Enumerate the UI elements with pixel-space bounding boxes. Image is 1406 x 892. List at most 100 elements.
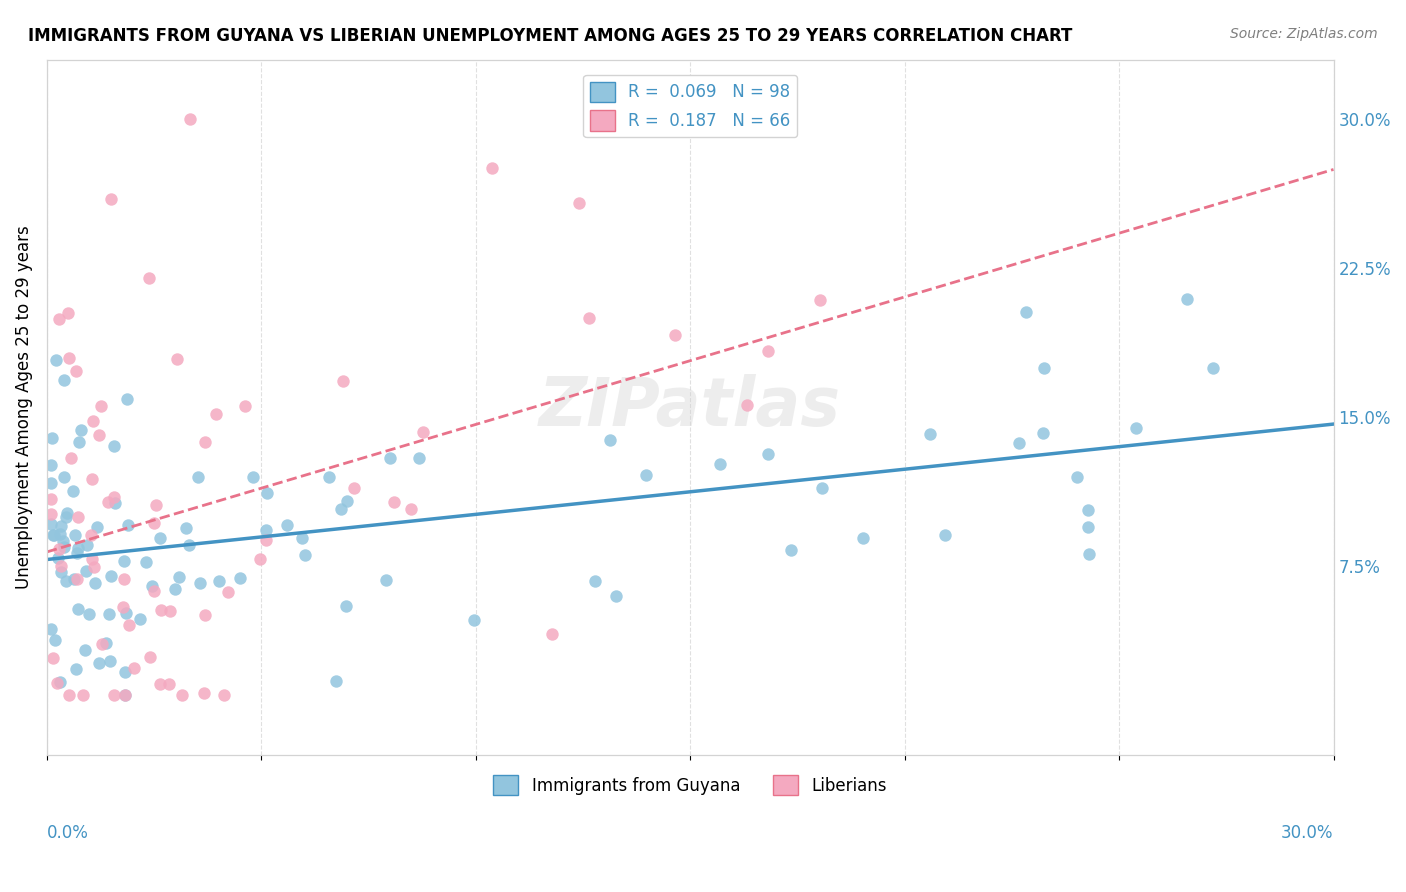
Point: [254, 533, 277, 547]
Point: [852, 531, 875, 545]
Point: [51, 519, 73, 533]
Point: [67, 434, 90, 449]
Point: [52, 533, 75, 548]
Point: [291, 531, 314, 545]
Point: [98, 654, 121, 668]
Point: [49, 558, 72, 573]
Point: [48, 312, 70, 326]
Point: [104, 496, 127, 510]
Point: [1175, 292, 1198, 306]
Point: [318, 470, 340, 484]
Point: [142, 516, 165, 531]
Point: [1201, 360, 1223, 375]
Point: [149, 531, 172, 545]
Point: [170, 688, 193, 702]
Point: [45, 676, 67, 690]
Point: [135, 555, 157, 569]
Point: [194, 608, 217, 623]
Point: [756, 344, 779, 359]
Point: [336, 494, 359, 508]
Text: Source: ZipAtlas.com: Source: ZipAtlas.com: [1230, 27, 1378, 41]
Point: [49, 675, 72, 690]
Point: [82, 414, 104, 428]
Text: 0.0%: 0.0%: [46, 824, 89, 842]
Point: [100, 192, 122, 206]
Point: [49, 527, 72, 541]
Point: [735, 398, 758, 412]
Point: [89, 427, 111, 442]
Point: [80, 552, 103, 566]
Point: [41, 528, 63, 542]
Point: [84, 575, 107, 590]
Point: [187, 470, 209, 484]
Point: [44, 632, 66, 647]
Point: [256, 486, 278, 500]
Point: [756, 447, 779, 461]
Point: [39, 516, 62, 531]
Point: [242, 469, 264, 483]
Point: [138, 271, 160, 285]
Point: [112, 573, 135, 587]
Point: [934, 528, 956, 542]
Point: [114, 665, 136, 679]
Point: [179, 112, 201, 127]
Point: [568, 195, 591, 210]
Point: [86, 520, 108, 534]
Point: [115, 392, 138, 406]
Point: [1066, 470, 1088, 484]
Point: [69, 423, 91, 437]
Point: [212, 688, 235, 702]
Point: [103, 491, 125, 505]
Point: [63, 572, 86, 586]
Point: [56, 506, 79, 520]
Point: [67, 541, 90, 556]
Point: [53, 373, 76, 387]
Point: [188, 576, 211, 591]
Text: 30.0%: 30.0%: [1281, 824, 1333, 842]
Point: [41, 431, 63, 445]
Point: [129, 612, 152, 626]
Point: [378, 450, 401, 465]
Point: [39, 458, 62, 472]
Point: [382, 494, 405, 508]
Point: [53, 470, 76, 484]
Point: [1078, 548, 1101, 562]
Text: ZIPatlas: ZIPatlas: [540, 374, 841, 440]
Point: [87, 657, 110, 671]
Point: [103, 439, 125, 453]
Point: [1077, 520, 1099, 534]
Point: [112, 600, 135, 615]
Point: [408, 451, 430, 466]
Point: [75, 564, 97, 578]
Point: [53, 540, 76, 554]
Point: [66, 602, 89, 616]
Point: [249, 551, 271, 566]
Point: [112, 554, 135, 568]
Point: [56, 306, 79, 320]
Point: [80, 472, 103, 486]
Point: [177, 538, 200, 552]
Point: [42, 651, 65, 665]
Point: [599, 433, 621, 447]
Point: [141, 579, 163, 593]
Point: [159, 604, 181, 618]
Point: [58, 688, 80, 702]
Point: [39, 508, 62, 522]
Point: [55, 574, 77, 589]
Point: [48, 542, 70, 557]
Point: [779, 542, 801, 557]
Point: [174, 521, 197, 535]
Point: [1032, 425, 1054, 440]
Point: [60, 451, 83, 466]
Point: [83, 559, 105, 574]
Point: [117, 517, 139, 532]
Point: [605, 589, 627, 603]
Point: [72, 688, 94, 702]
Point: [664, 327, 686, 342]
Point: [709, 458, 731, 472]
Point: [94, 636, 117, 650]
Point: [39, 475, 62, 490]
Point: [810, 481, 832, 495]
Point: [205, 407, 228, 421]
Point: [45, 352, 67, 367]
